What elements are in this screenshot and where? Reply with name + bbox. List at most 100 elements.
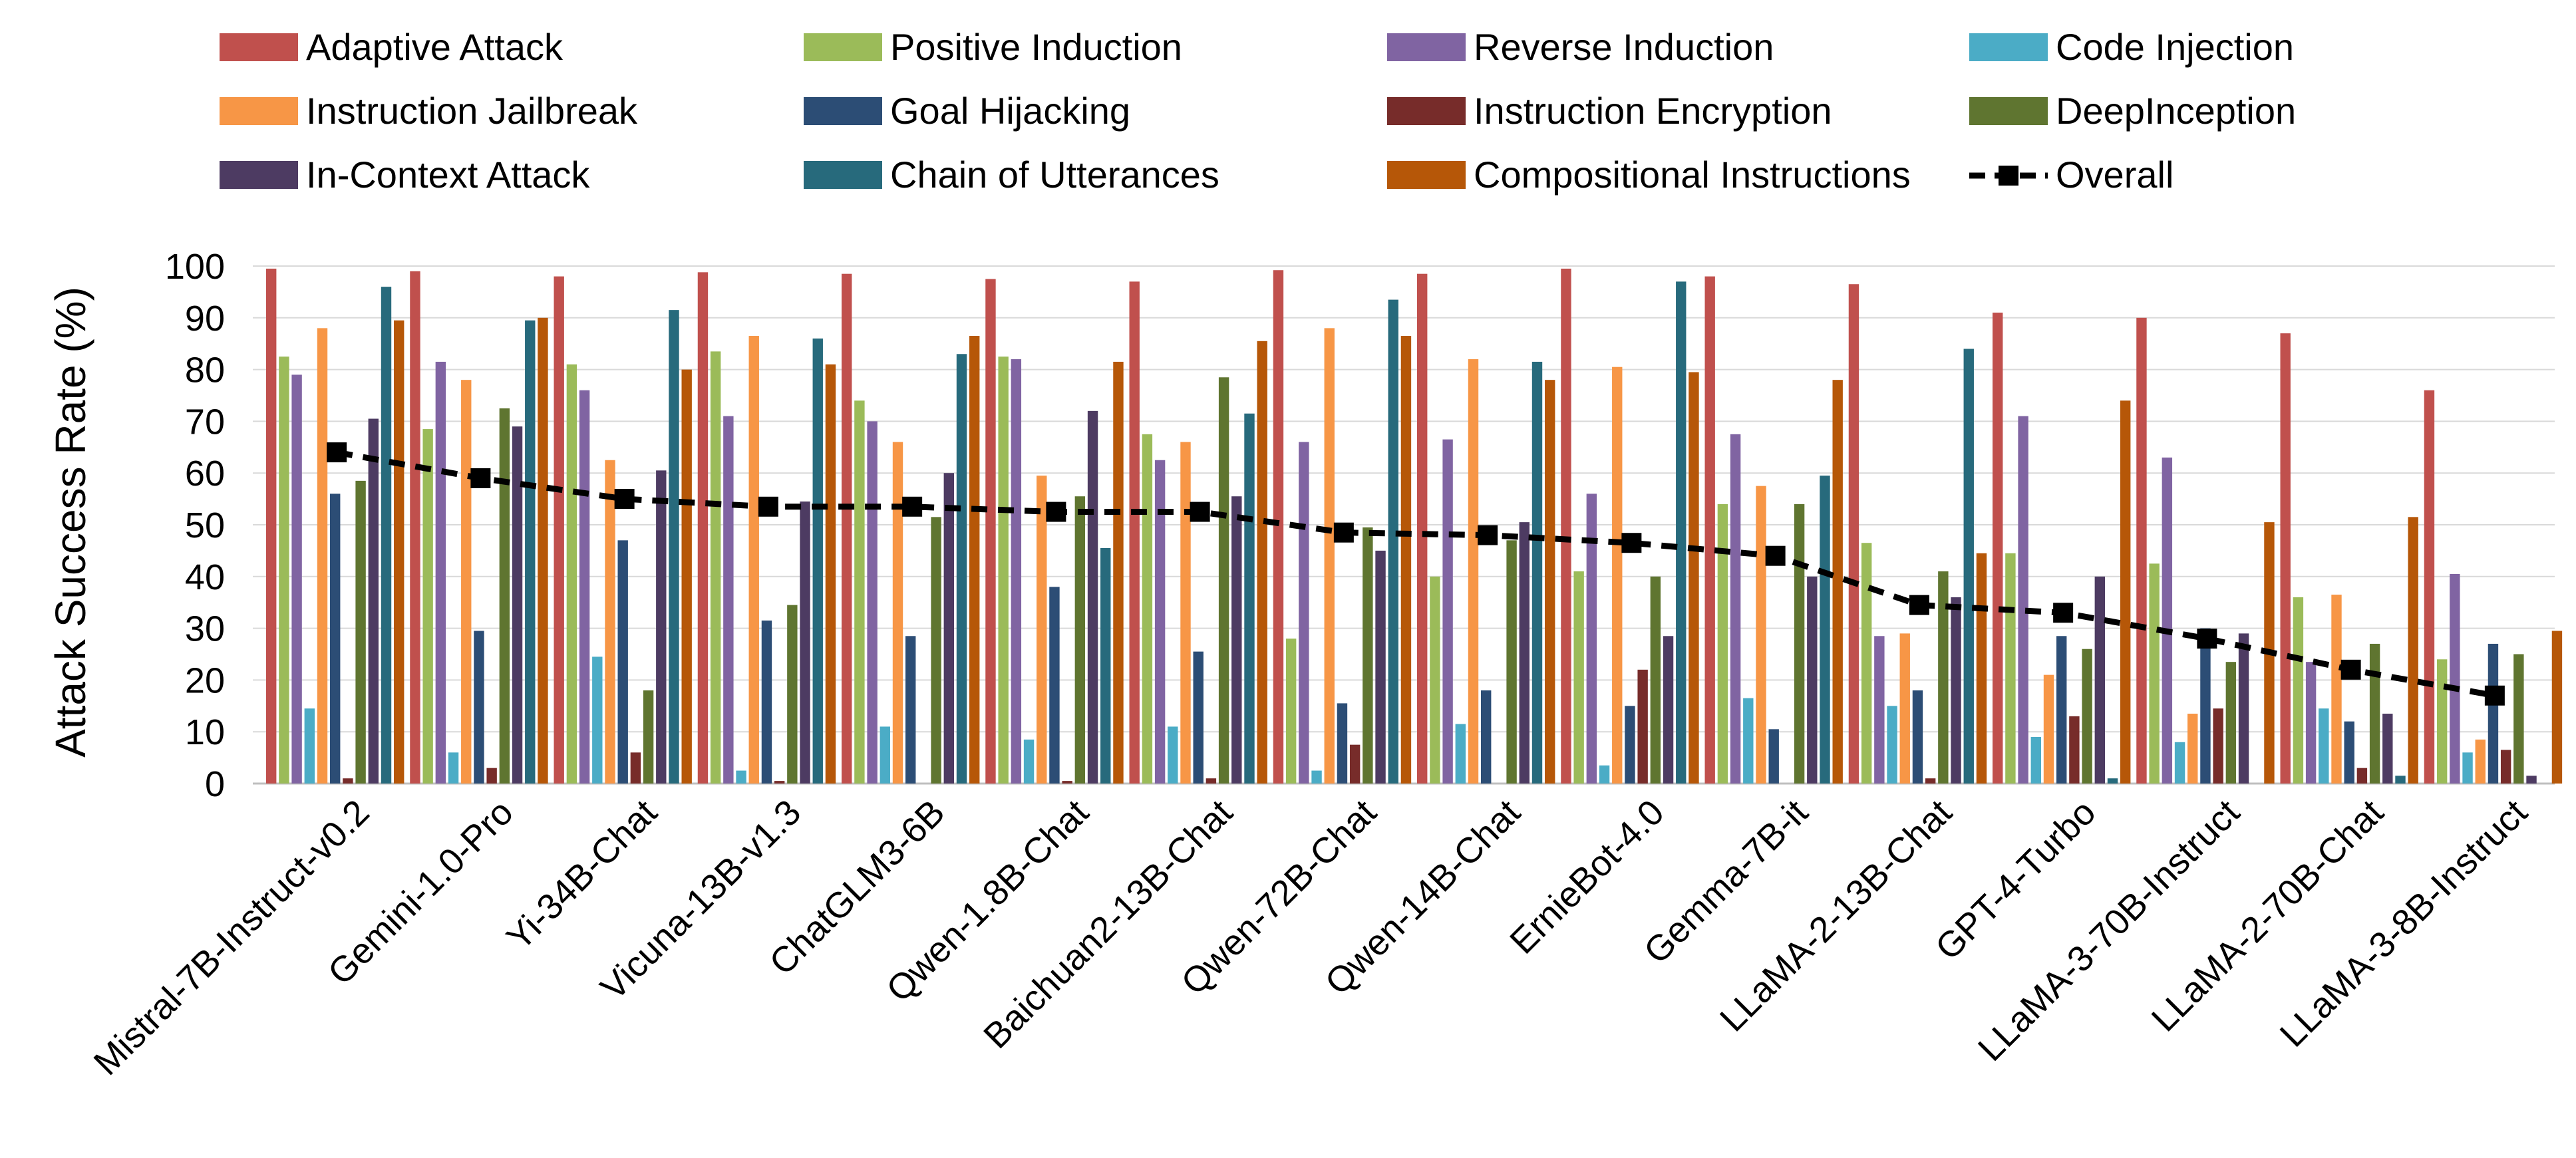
bar-group-gpt-4-turbo (1993, 313, 2131, 784)
marker-overall (1046, 502, 1066, 522)
bar-goal-hijacking (2488, 643, 2499, 784)
marker-overall (614, 489, 635, 509)
bar-chain-of-utterances (1100, 548, 1111, 784)
bar-reverse-induction (1730, 434, 1741, 784)
y-axis: Attack Success Rate (%) 0 10 20 30 40 50 60 70 8… (47, 247, 225, 804)
bar-goal-hijacking (1625, 706, 1635, 784)
legend-item-code-injection: Code Injection (1969, 26, 2294, 68)
bar-reverse-induction (1442, 439, 1453, 784)
bar-positive-induction (1142, 434, 1153, 784)
bar-in-context-attack (1087, 410, 1098, 784)
legend-item-adaptive-attack: Adaptive Attack (220, 26, 564, 68)
bar-instruction-jailbreak (2331, 595, 2342, 784)
bar-instruction-jailbreak (1037, 476, 1047, 784)
bar-in-context-attack (2526, 776, 2537, 784)
marker-overall (2484, 685, 2505, 706)
bar-goal-hijacking (474, 631, 484, 784)
bar-goal-hijacking (761, 620, 772, 784)
bar-adaptive-attack (1704, 276, 1715, 784)
y-tick-label: 90 (185, 299, 225, 339)
bar-positive-induction (2149, 563, 2160, 784)
bar-in-context-attack (800, 501, 810, 784)
y-tick-label: 10 (185, 712, 225, 752)
bar-goal-hijacking (330, 494, 341, 784)
bar-group-baichuan2-13b-chat (1129, 281, 1267, 784)
bar-goal-hijacking (1768, 729, 1779, 784)
bar-instruction-encryption (1206, 778, 1217, 784)
bar-compositional-instructions (1832, 380, 1843, 784)
bar-group-chatglm3-6b (842, 273, 980, 784)
bar-positive-induction (2005, 553, 2016, 784)
bar-in-context-attack (368, 418, 379, 784)
legend-label: In-Context Attack (306, 154, 590, 196)
bar-positive-induction (2293, 597, 2304, 784)
y-tick-label: 60 (185, 454, 225, 494)
bar-goal-hijacking (905, 636, 916, 784)
bar-compositional-instructions (681, 369, 692, 784)
marker-overall (2053, 603, 2074, 623)
bar-chain-of-utterances (1676, 281, 1687, 784)
bar-reverse-induction (867, 421, 878, 784)
bar-in-context-attack (2238, 633, 2249, 784)
legend-item-deepinception: DeepInception (1969, 90, 2296, 132)
legend-marker (1999, 166, 2018, 186)
bar-in-context-attack (943, 473, 954, 784)
line-overall (336, 449, 2496, 699)
legend-swatch (804, 33, 882, 61)
bar-deepinception (2513, 654, 2524, 784)
bar-reverse-induction (2162, 457, 2173, 784)
bar-reverse-induction (1586, 494, 1597, 784)
legend-item-in-context-attack: In-Context Attack (220, 154, 590, 196)
bar-positive-induction (854, 400, 865, 784)
legend-item-compositional-instructions: Compositional Instructions (1387, 154, 1911, 196)
legend-label: Goal Hijacking (890, 90, 1130, 132)
bar-instruction-jailbreak (2187, 713, 2198, 784)
bar-in-context-attack (2382, 713, 2393, 784)
bar-code-injection (1023, 739, 1035, 784)
bar-in-context-attack (1231, 496, 1242, 784)
bar-chain-of-utterances (525, 320, 536, 784)
bar-positive-induction (710, 351, 721, 784)
legend: Adaptive Attack Positive Induction Reverse… (220, 26, 2296, 196)
bar-compositional-instructions (1400, 336, 1412, 784)
bar-positive-induction (1717, 504, 1728, 784)
bar-reverse-induction (1011, 359, 1022, 784)
bar-goal-hijacking (2344, 721, 2354, 784)
bar-compositional-instructions (2408, 517, 2418, 784)
bar-instruction-encryption (486, 768, 497, 784)
marker-overall (758, 496, 778, 517)
bar-adaptive-attack (266, 268, 277, 784)
bar-goal-hijacking (2056, 636, 2067, 784)
bar-positive-induction (1861, 543, 1872, 784)
bar-deepinception (1218, 377, 1229, 784)
bar-group-gemini-1-0-pro (410, 271, 548, 784)
bar-group-yi-34b-chat (554, 276, 692, 784)
legend-swatch (220, 33, 298, 61)
bar-instruction-jailbreak (1180, 442, 1191, 784)
bar-reverse-induction (2450, 573, 2460, 784)
bar-instruction-jailbreak (1468, 359, 1479, 784)
bar-group-qwen-14b-chat (1417, 273, 1555, 784)
bar-compositional-instructions (2120, 400, 2131, 784)
marker-overall (327, 442, 347, 463)
marker-overall (2340, 659, 2361, 680)
marker-overall (1765, 545, 1786, 566)
marker-overall (902, 496, 923, 517)
bar-instruction-encryption (2213, 708, 2223, 784)
legend-label: Adaptive Attack (306, 26, 564, 68)
bar-compositional-instructions (825, 364, 836, 784)
y-tick-label: 50 (185, 506, 225, 545)
bar-instruction-jailbreak (1899, 633, 1910, 784)
bar-chain-of-utterances (1820, 476, 1830, 784)
x-tick-label: LLaMA-3-8B-Instruct (2273, 792, 2535, 1055)
bar-group-erniebot-4-0 (1561, 268, 1699, 784)
bar-compositional-instructions (1976, 553, 1987, 784)
bar-deepinception (1794, 504, 1805, 784)
bar-instruction-encryption (2356, 768, 2368, 784)
bar-chain-of-utterances (1531, 361, 1543, 784)
bar-in-context-attack (2094, 576, 2105, 784)
bar-instruction-jailbreak (748, 336, 759, 784)
bar-reverse-induction (291, 374, 302, 784)
bar-compositional-instructions (1257, 341, 1267, 784)
